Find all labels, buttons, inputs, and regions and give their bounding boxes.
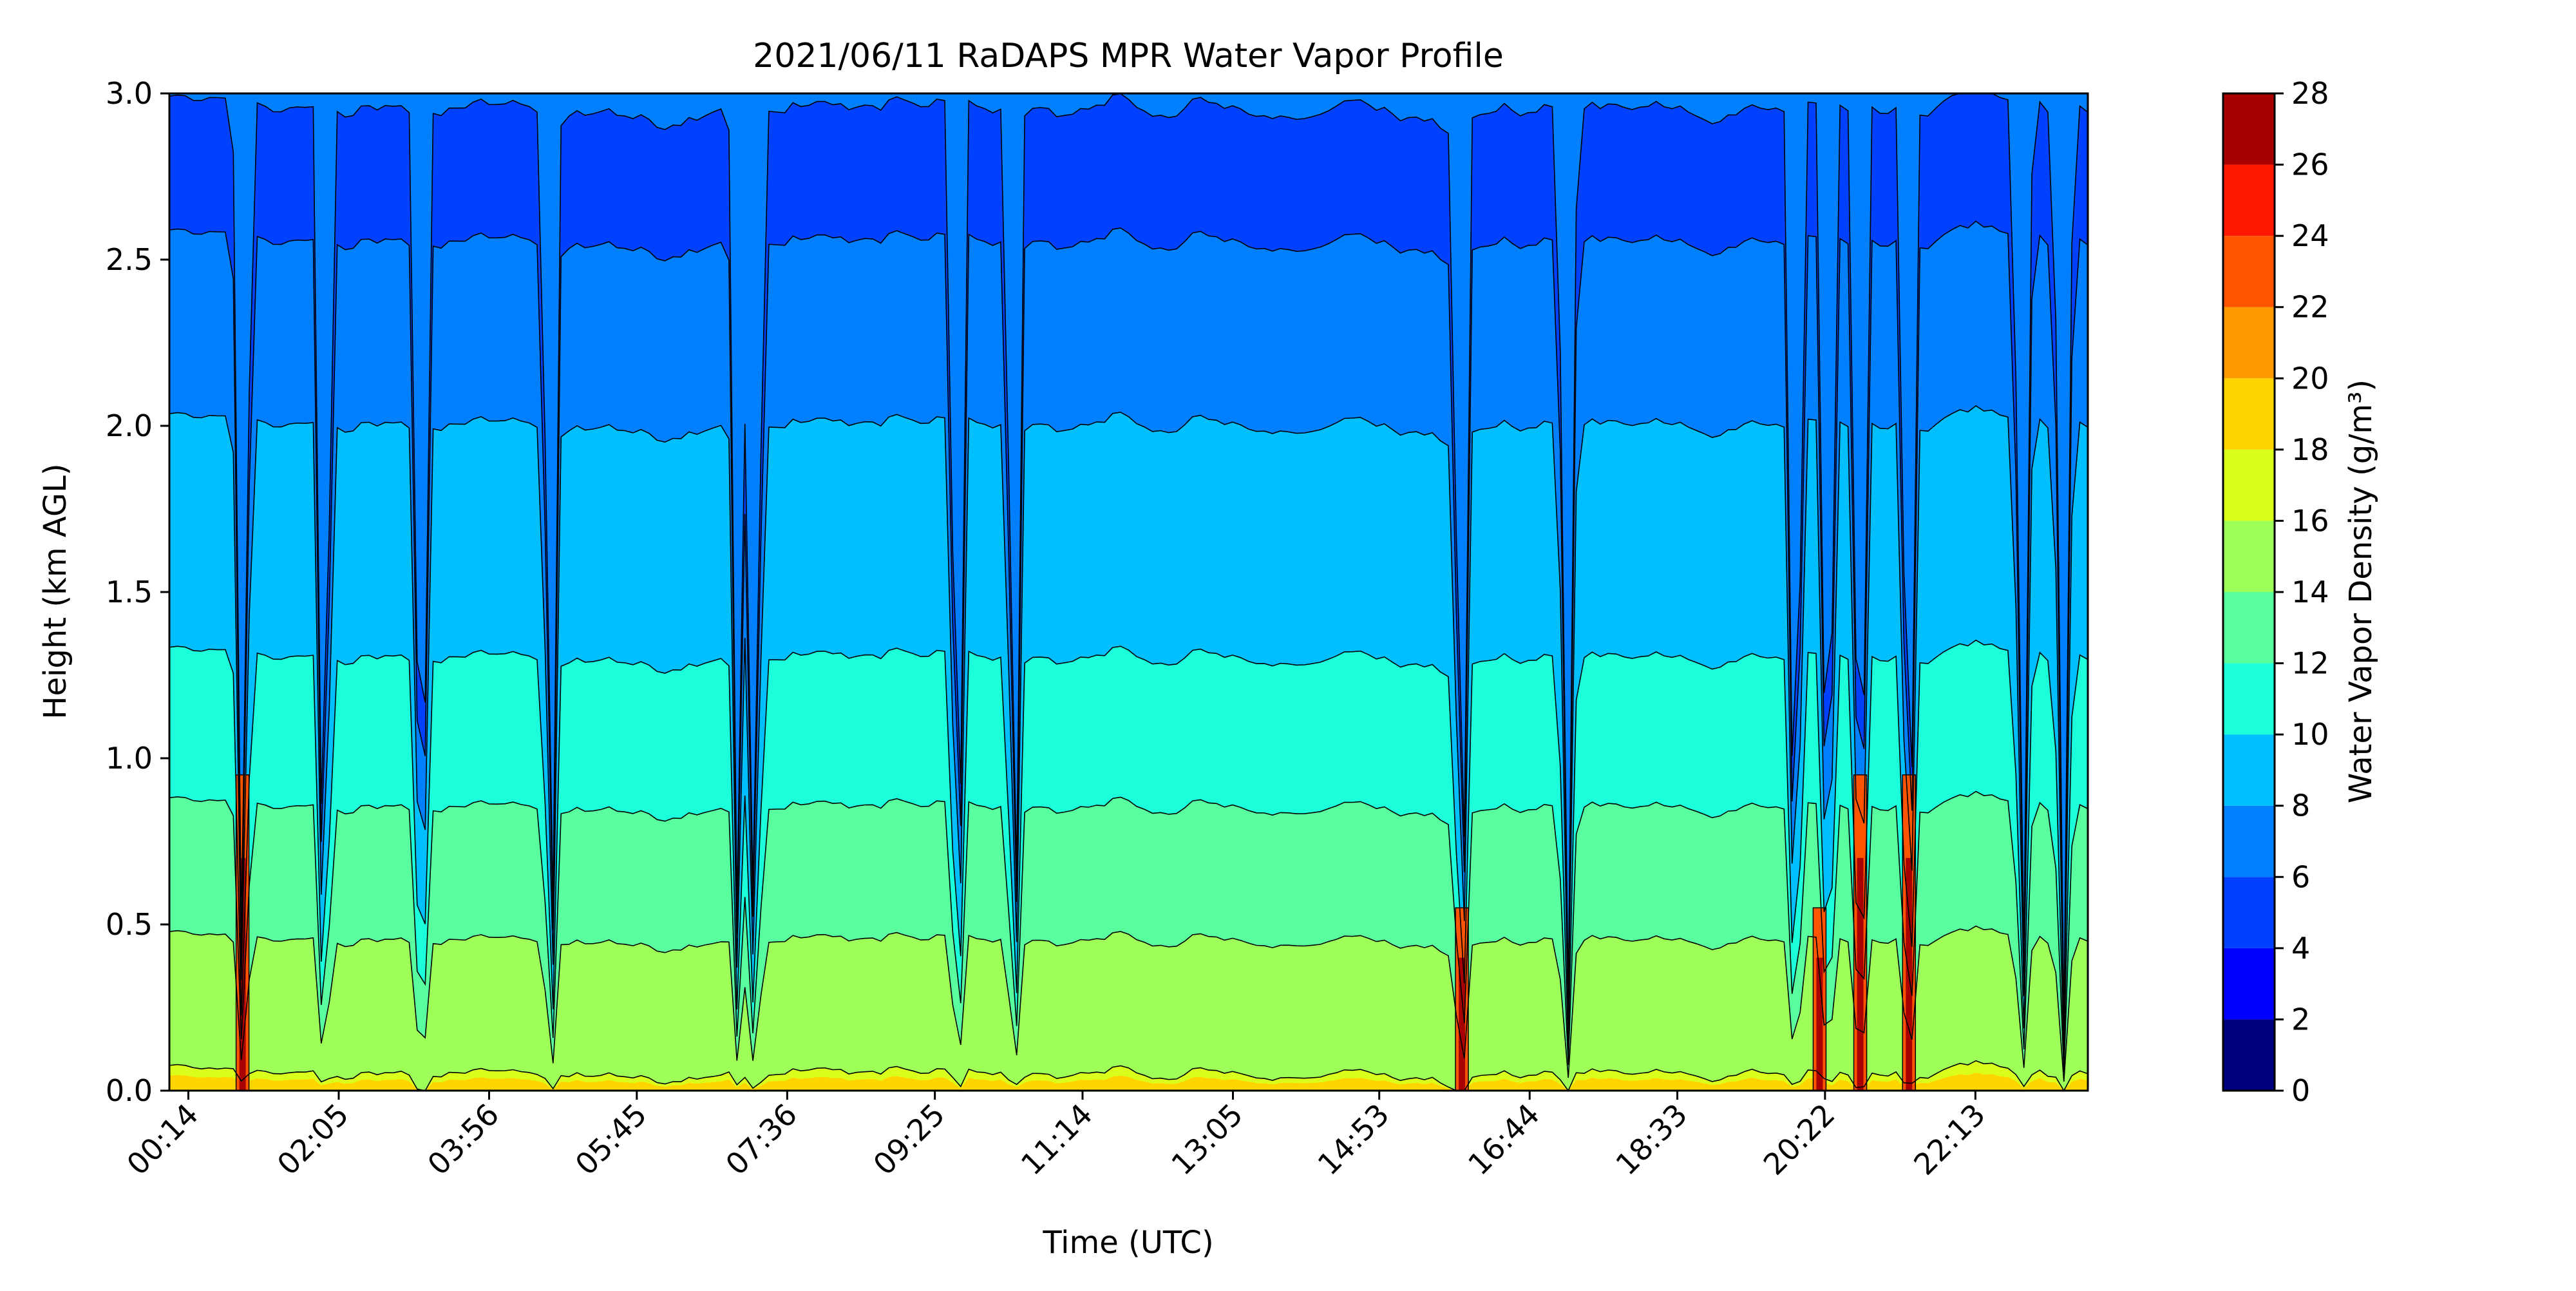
colorbar-swatch [2223, 164, 2275, 236]
colorbar-tick-label: 6 [2291, 859, 2310, 894]
y-tick-label: 2.0 [106, 408, 153, 443]
colorbar-tick-label: 8 [2291, 789, 2310, 823]
colorbar-tick-label: 22 [2291, 290, 2329, 325]
x-tick-label: 16:44 [1461, 1097, 1546, 1182]
colorbar-swatch [2223, 734, 2275, 806]
plot-area [169, 93, 2088, 1091]
colorbar-swatch [2223, 592, 2275, 664]
isopleth-12 [169, 639, 2088, 1062]
x-tick-label: 09:25 [867, 1097, 952, 1182]
colorbar-tick-label: 4 [2291, 931, 2310, 966]
colorbar-tick-label: 2 [2291, 1002, 2310, 1037]
x-tick-label: 11:14 [1014, 1097, 1099, 1182]
y-tick-label: 0.5 [106, 907, 153, 942]
colorbar-tick-label: 0 [2291, 1073, 2310, 1108]
y-tick-label: 1.5 [106, 575, 153, 609]
isopleth-6 [169, 93, 2088, 1024]
x-tick-label: 05:45 [569, 1097, 654, 1182]
x-axis-label: Time (UTC) [1042, 1225, 1213, 1261]
x-tick-label: 03:56 [421, 1097, 506, 1182]
x-axis: 00:14 02:05 03:56 05:45 07:36 09:25 11:14 13:05… [120, 1091, 1992, 1182]
y-tick-label: 3.0 [106, 76, 153, 111]
isopleth-8 [169, 220, 2088, 1033]
x-tick-label: 20:22 [1757, 1097, 1842, 1182]
colorbar-tick-label: 20 [2291, 361, 2329, 396]
colorbar-swatch [2223, 805, 2275, 877]
x-tick-label: 07:36 [719, 1097, 804, 1182]
colorbar-tick-label: 24 [2291, 218, 2329, 253]
colorbar-tick-label: 28 [2291, 76, 2329, 111]
band-surface [169, 1073, 2088, 1091]
colorbar-tick-label: 10 [2291, 717, 2329, 752]
chart-title: 2021/06/11 RaDAPS MPR Water Vapor Profil… [753, 37, 1504, 75]
x-tick-label: 14:53 [1311, 1097, 1396, 1182]
y-axis: 0.0 0.5 1.0 1.5 2.0 2.5 3.0 [106, 76, 169, 1108]
colorbar-swatch [2223, 93, 2275, 165]
colorbar-tick-label: 18 [2291, 432, 2329, 467]
isopleth-16 [169, 925, 2088, 1082]
moist-column-core [1816, 957, 1823, 1091]
colorbar-swatch [2223, 521, 2275, 592]
y-tick-label: 2.5 [106, 242, 153, 277]
x-tick-label: 02:05 [270, 1097, 355, 1182]
isopleth-18 [169, 1060, 2088, 1091]
colorbar-swatch [2223, 378, 2275, 450]
colorbar-tick-label: 14 [2291, 575, 2329, 609]
x-tick-label: 22:13 [1907, 1097, 1992, 1182]
moist-column-core [1459, 957, 1466, 1091]
x-tick-label: 13:05 [1164, 1097, 1249, 1182]
colorbar-swatch [2223, 877, 2275, 948]
colorbar-swatch [2223, 1019, 2275, 1091]
y-tick-label: 0.0 [106, 1073, 153, 1108]
y-tick-label: 1.0 [106, 741, 153, 776]
colorbar-label: Water Vapor Density (g/m³) [2343, 379, 2379, 803]
colorbar-tick-label: 16 [2291, 503, 2329, 538]
x-tick-label: 18:33 [1609, 1097, 1694, 1182]
contour-lines [169, 93, 2088, 1091]
colorbar-swatch [2223, 663, 2275, 735]
colorbar-tick-label: 12 [2291, 646, 2329, 681]
colorbar-swatch [2223, 307, 2275, 379]
colorbar-swatch [2223, 449, 2275, 521]
band-16 [169, 926, 2088, 1091]
isopleth-10 [169, 405, 2088, 1046]
colorbar-tick-label: 26 [2291, 148, 2329, 182]
y-axis-label: Height (km AGL) [37, 463, 73, 719]
x-tick-label: 00:14 [120, 1097, 205, 1182]
isopleth-14 [169, 790, 2088, 1073]
colorbar-swatch [2223, 948, 2275, 1020]
colorbar-swatch [2223, 236, 2275, 307]
